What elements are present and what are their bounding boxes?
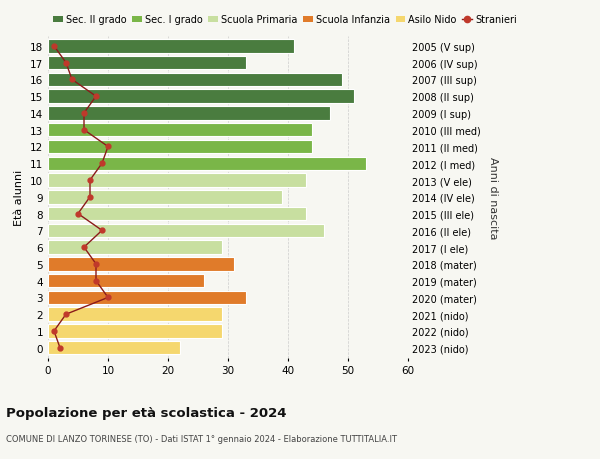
Bar <box>48 90 354 104</box>
Bar <box>48 40 294 53</box>
Bar <box>48 140 312 154</box>
Bar <box>48 207 306 221</box>
Bar <box>48 174 306 187</box>
Bar <box>48 325 222 338</box>
Bar <box>48 341 180 355</box>
Text: Popolazione per età scolastica - 2024: Popolazione per età scolastica - 2024 <box>6 406 287 419</box>
Legend: Sec. II grado, Sec. I grado, Scuola Primaria, Scuola Infanzia, Asilo Nido, Stran: Sec. II grado, Sec. I grado, Scuola Prim… <box>53 16 517 25</box>
Bar <box>48 241 222 254</box>
Y-axis label: Età alunni: Età alunni <box>14 169 25 225</box>
Bar <box>48 57 246 70</box>
Bar <box>48 308 222 321</box>
Text: COMUNE DI LANZO TORINESE (TO) - Dati ISTAT 1° gennaio 2024 - Elaborazione TUTTIT: COMUNE DI LANZO TORINESE (TO) - Dati IST… <box>6 434 397 443</box>
Bar <box>48 107 330 120</box>
Bar <box>48 224 324 237</box>
Bar <box>48 157 366 171</box>
Bar <box>48 124 312 137</box>
Y-axis label: Anni di nascita: Anni di nascita <box>488 156 497 239</box>
Bar <box>48 190 282 204</box>
Bar <box>48 291 246 304</box>
Bar <box>48 73 342 87</box>
Bar <box>48 274 204 288</box>
Bar <box>48 257 234 271</box>
